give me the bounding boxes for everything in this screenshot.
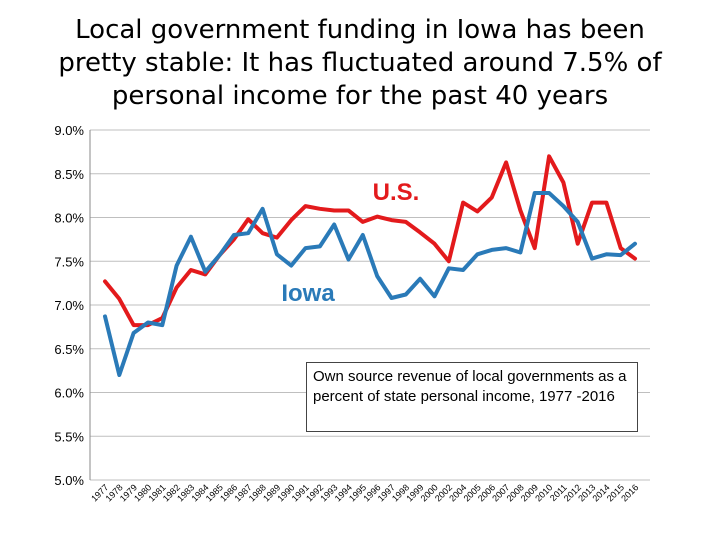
data-point-u-s xyxy=(304,204,307,208)
y-tick-label: 5.0% xyxy=(54,473,84,488)
data-point-u-s xyxy=(390,218,393,222)
y-tick-label: 6.0% xyxy=(54,386,84,401)
data-point-iowa xyxy=(304,246,307,250)
data-point-iowa xyxy=(275,253,279,256)
data-point-iowa xyxy=(504,246,508,250)
y-tick-label: 7.5% xyxy=(54,254,84,269)
y-tick-label: 6.5% xyxy=(54,342,84,357)
data-point-u-s xyxy=(275,236,279,239)
data-point-u-s xyxy=(132,323,135,327)
data-point-iowa xyxy=(232,233,236,237)
data-point-u-s xyxy=(547,155,551,158)
data-point-iowa xyxy=(461,268,465,272)
data-point-u-s xyxy=(433,242,436,245)
y-tick-label: 9.0% xyxy=(54,123,84,138)
data-point-u-s xyxy=(504,161,508,164)
data-point-iowa xyxy=(447,267,450,270)
data-point-u-s xyxy=(447,260,450,263)
data-point-u-s xyxy=(619,246,622,250)
data-point-u-s xyxy=(103,280,107,283)
data-point-u-s xyxy=(404,220,408,224)
data-point-iowa xyxy=(519,251,522,254)
data-point-iowa xyxy=(418,277,422,280)
data-point-iowa xyxy=(361,233,365,237)
data-point-u-s xyxy=(318,207,322,210)
data-point-iowa xyxy=(562,204,565,208)
annotation-box: Own source revenue of local governments … xyxy=(306,362,638,432)
data-point-iowa xyxy=(175,264,178,267)
data-point-u-s xyxy=(175,286,178,289)
data-point-u-s xyxy=(290,218,293,222)
data-point-iowa xyxy=(189,235,193,238)
data-point-iowa xyxy=(247,232,250,235)
data-point-iowa xyxy=(576,220,579,224)
data-point-u-s xyxy=(204,273,207,276)
data-point-iowa xyxy=(204,270,207,273)
data-point-iowa xyxy=(390,296,393,300)
data-point-iowa xyxy=(605,253,608,256)
data-point-u-s xyxy=(375,215,379,218)
data-point-u-s xyxy=(590,201,594,204)
y-tick-label: 7.0% xyxy=(54,298,84,313)
y-tick-label: 8.0% xyxy=(54,211,84,226)
data-point-u-s xyxy=(261,232,264,235)
data-point-iowa xyxy=(633,242,637,245)
y-tick-label: 5.5% xyxy=(54,429,84,444)
data-point-u-s xyxy=(576,242,579,245)
data-point-iowa xyxy=(476,253,479,256)
data-point-iowa xyxy=(590,257,594,260)
data-point-u-s xyxy=(332,209,336,212)
data-point-iowa xyxy=(404,293,408,296)
data-point-iowa xyxy=(332,223,336,226)
chart-title: Local government funding in Iowa has bee… xyxy=(58,15,662,111)
data-point-u-s xyxy=(461,201,465,204)
data-point-iowa xyxy=(619,253,622,257)
x-axis: 1977197819791980198119821983198419851986… xyxy=(89,482,640,503)
data-point-u-s xyxy=(118,297,121,301)
data-point-u-s xyxy=(605,201,608,204)
data-point-iowa xyxy=(118,373,121,377)
data-point-iowa xyxy=(146,321,150,324)
data-point-iowa xyxy=(261,207,264,210)
grid xyxy=(90,129,650,481)
data-point-u-s xyxy=(476,210,479,213)
data-point-iowa xyxy=(290,264,293,267)
data-point-iowa xyxy=(533,191,536,195)
data-point-iowa xyxy=(490,248,493,252)
data-point-iowa xyxy=(375,274,379,278)
data-point-u-s xyxy=(519,209,522,212)
y-tick-label: 8.5% xyxy=(54,167,84,182)
y-axis: 5.0% 5.5% 6.0% 6.5% 7.0% 7.5% 8.0% 8.5% 9.0% xyxy=(54,123,91,488)
series-line-iowa xyxy=(103,191,637,377)
data-point-u-s xyxy=(347,209,350,212)
data-point-iowa xyxy=(433,295,436,298)
data-point-iowa xyxy=(318,245,322,248)
data-point-iowa xyxy=(103,315,107,318)
series-labels: U.S. Iowa xyxy=(281,179,419,307)
data-point-iowa xyxy=(132,331,135,335)
data-point-u-s xyxy=(490,196,493,199)
data-point-u-s xyxy=(533,246,536,250)
data-point-u-s xyxy=(418,231,422,234)
series-label-iowa: Iowa xyxy=(281,280,335,307)
data-point-u-s xyxy=(361,220,365,224)
data-point-u-s xyxy=(633,257,637,260)
data-point-iowa xyxy=(161,323,164,327)
x-tick-label: 2016 xyxy=(619,482,640,503)
data-point-u-s xyxy=(247,218,250,221)
data-point-iowa xyxy=(218,253,221,257)
data-point-u-s xyxy=(189,268,193,272)
series-lines xyxy=(103,154,637,377)
data-point-iowa xyxy=(347,258,350,261)
series-line-u-s xyxy=(103,154,637,328)
data-point-iowa xyxy=(547,191,551,195)
data-point-u-s xyxy=(562,181,565,184)
series-label-u-s: U.S. xyxy=(373,179,420,206)
